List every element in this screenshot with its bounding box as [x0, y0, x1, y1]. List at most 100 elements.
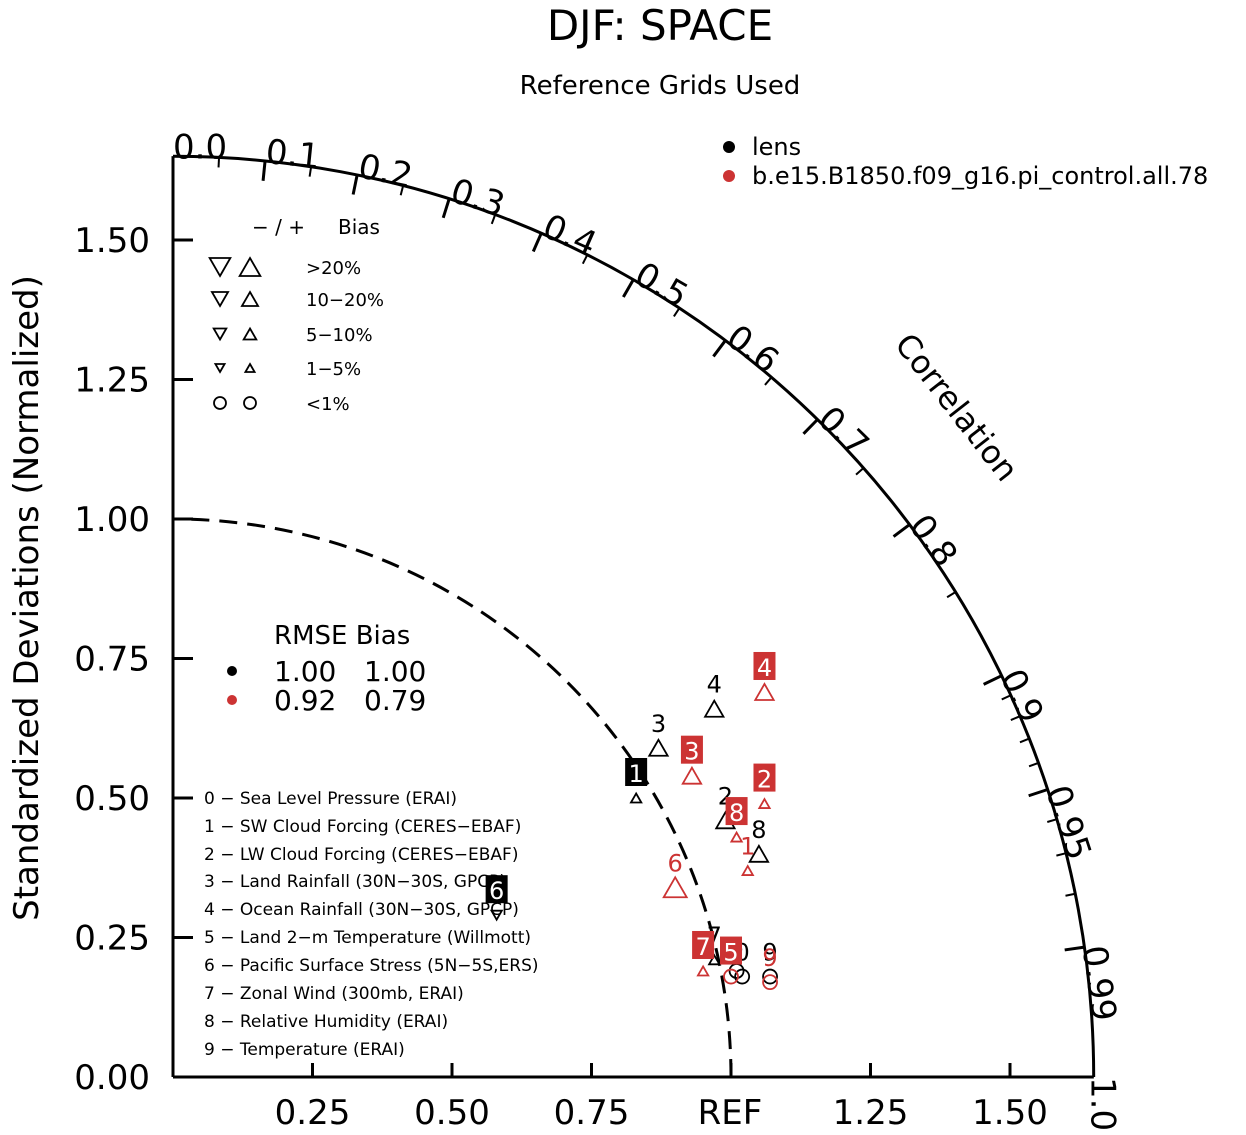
data-point: 4	[703, 671, 726, 718]
summary-table: RMSE Bias 1.00 1.00 0.92 0.79	[227, 621, 426, 717]
data-label-box	[753, 651, 776, 680]
data-marker	[762, 968, 778, 985]
legend-marker-control	[723, 170, 735, 182]
bias-key-row: <1%	[306, 394, 350, 415]
data-marker	[757, 797, 772, 809]
correlation-tick-label: 1.0	[1083, 1077, 1123, 1131]
bias-key-circle	[243, 396, 257, 410]
data-label-box	[485, 875, 508, 904]
correlation-tick	[712, 339, 727, 358]
bias-key-up-triangle	[240, 290, 260, 307]
y-axis-label: Standardized Deviations (Normalized)	[7, 275, 47, 921]
data-label: 5	[723, 939, 738, 967]
data-marker	[762, 974, 778, 991]
data-label: 1	[628, 760, 643, 788]
correlation-minor-tick	[399, 185, 405, 196]
correlation-tick-label: 0.5	[628, 255, 695, 317]
data-label: 3	[651, 710, 666, 738]
data-label: 9	[762, 939, 777, 967]
correlation-minor-tick	[1019, 737, 1030, 744]
data-marker	[681, 765, 703, 785]
bias-key-circle	[213, 396, 227, 410]
correlation-tick	[622, 278, 635, 298]
data-marker	[696, 964, 710, 977]
data-label: 8	[751, 816, 766, 844]
data-point: 3	[647, 710, 670, 757]
data-point: 1	[740, 833, 755, 876]
data-label: 3	[684, 738, 699, 766]
variable-list-item: 4 − Ocean Rainfall (30N−30S, GPCP)	[204, 900, 519, 920]
correlation-tick-label: 0.1	[264, 132, 322, 177]
legend-marker-lens	[723, 141, 735, 153]
data-marker	[723, 968, 739, 985]
correlation-tick	[1028, 788, 1049, 798]
variable-list: 0 − Sea Level Pressure (ERAI) 1 − SW Clo…	[204, 789, 539, 1060]
axes: 0.25 0.50 0.75 1.25 1.500.000.250.500.751.00…	[74, 127, 1124, 1133]
correlation-minor-tick	[1056, 852, 1067, 857]
data-label-box	[725, 797, 748, 826]
variable-list-item: 5 − Land 2−m Temperature (Willmott)	[204, 928, 531, 948]
data-label-box	[625, 758, 648, 786]
correlation-tick	[892, 523, 911, 538]
correlation-minor-tick	[1046, 818, 1058, 823]
correlation-minor-tick	[308, 166, 313, 177]
data-label-box	[692, 930, 715, 959]
data-label: 6	[668, 849, 683, 877]
bias-key-header: Bias	[338, 215, 380, 239]
data-point: 5	[720, 936, 742, 985]
data-point: 8	[725, 797, 748, 843]
y-tick-label: 1.00	[74, 500, 150, 540]
correlation-minor-tick	[581, 254, 589, 265]
correlation-tick	[351, 174, 359, 195]
series-legend: lens b.e15.B1850.f09_g16.pi_control.all.…	[723, 133, 1208, 190]
x-tick-label: 1.25	[833, 1093, 909, 1133]
summary-bias-lens: 1.00	[364, 655, 426, 688]
variable-list-item: 2 − LW Cloud Forcing (CERES−EBAF)	[204, 845, 518, 865]
y-tick-label: 0.50	[74, 779, 150, 819]
data-point: 9	[762, 944, 778, 991]
correlation-minor-tick	[1028, 761, 1039, 768]
correlation-tick-label: 0.6	[719, 317, 786, 381]
y-tick-label: 0.25	[74, 919, 150, 959]
x-tick-label: 0.50	[414, 1093, 490, 1133]
data-point: 6	[662, 849, 689, 899]
bias-key-down-triangle	[210, 291, 230, 308]
data-point: 2	[753, 763, 776, 809]
legend-label-control: b.e15.B1850.f09_g16.pi_control.all.78	[752, 162, 1208, 190]
correlation-tick-label: 0.0	[173, 127, 227, 167]
x-tick-label: 0.75	[554, 1093, 630, 1133]
correlation-tick-label: 0.8	[901, 507, 965, 574]
data-point: 3	[680, 735, 703, 785]
data-marker	[741, 864, 755, 876]
variable-list-item: 1 − SW Cloud Forcing (CERES−EBAF)	[204, 817, 521, 837]
reference-arc	[172, 517, 733, 1078]
correlation-tick	[531, 232, 543, 253]
data-label: 8	[729, 799, 744, 827]
data-point: 6	[485, 875, 508, 922]
correlation-minor-tick	[673, 307, 681, 317]
bias-key-up-triangle	[242, 326, 258, 341]
summary-bias-control: 0.79	[364, 684, 426, 717]
data-label: 4	[757, 654, 772, 682]
correlation-label: Correlation	[887, 326, 1026, 488]
summary-rmse-control: 0.92	[274, 684, 336, 717]
data-label: 9	[762, 944, 777, 972]
ref-label: REF	[698, 1093, 763, 1133]
chart-title: DJF: SPACE	[547, 1, 773, 50]
correlation-minor-tick	[1001, 694, 1012, 701]
data-marker	[629, 791, 643, 804]
y-tick-label: 1.50	[74, 221, 150, 261]
data-point: 1	[625, 758, 648, 804]
correlation-minor-tick	[1065, 892, 1076, 897]
correlation-minor-tick	[217, 157, 221, 168]
legend-label-lens: lens	[752, 133, 801, 161]
data-point: 9	[762, 939, 778, 985]
correlation-minor-tick	[1010, 715, 1021, 721]
bias-key-up-triangle	[243, 362, 257, 373]
data-label-box	[680, 735, 703, 764]
correlation-tick-label: 0.99	[1074, 943, 1124, 1024]
bias-key-row: 1−5%	[306, 359, 361, 380]
correlation-tick	[1064, 945, 1085, 952]
data-point: 7	[692, 930, 715, 977]
